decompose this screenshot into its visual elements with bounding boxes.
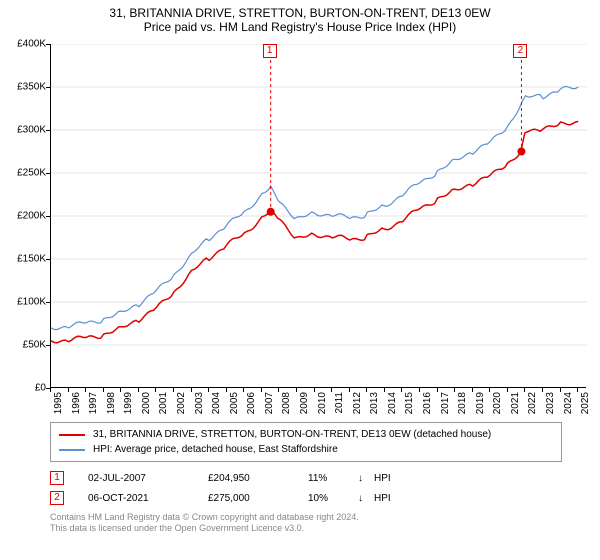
x-tick-label: 2010 <box>317 392 328 414</box>
plot-svg <box>51 44 587 388</box>
legend-item: 31, BRITANNIA DRIVE, STRETTON, BURTON-ON… <box>59 427 553 442</box>
chart-titles: 31, BRITANNIA DRIVE, STRETTON, BURTON-ON… <box>10 6 590 34</box>
x-tick-label: 2009 <box>299 392 310 414</box>
legend-swatch <box>59 449 85 451</box>
arrow-down-icon: ↓ <box>358 493 374 504</box>
x-tick-label: 1998 <box>106 392 117 414</box>
x-tick-label: 2012 <box>352 392 363 414</box>
y-tick-label: £350K <box>17 82 46 93</box>
legend-item: HPI: Average price, detached house, East… <box>59 442 553 457</box>
txn-marker: 1 <box>50 471 64 485</box>
arrow-down-icon: ↓ <box>358 473 374 484</box>
x-tick-label: 2016 <box>422 392 433 414</box>
txn-date: 02-JUL-2007 <box>88 473 208 484</box>
chart-marker: 2 <box>513 44 527 58</box>
y-tick-label: £300K <box>17 125 46 136</box>
transactions-table: 1 02-JUL-2007£204,95011%↓HPI 2 06-OCT-2021£… <box>50 468 562 508</box>
y-tick-label: £200K <box>17 211 46 222</box>
txn-date: 06-OCT-2021 <box>88 493 208 504</box>
x-tick-label: 2001 <box>158 392 169 414</box>
series-line <box>51 121 578 342</box>
legend: 31, BRITANNIA DRIVE, STRETTON, BURTON-ON… <box>50 422 562 462</box>
transaction-row: 2 06-OCT-2021£275,00010%↓HPI <box>50 488 562 508</box>
legend-label: HPI: Average price, detached house, East… <box>93 444 338 455</box>
x-tick-label: 2020 <box>492 392 503 414</box>
txn-price: £204,950 <box>208 473 308 484</box>
chart: £0 £50K £100K £150K £200K £250K £300K £350K £400… <box>10 40 590 420</box>
x-tick-label: 2018 <box>457 392 468 414</box>
x-tick-label: 2025 <box>580 392 591 414</box>
series-line <box>51 86 578 329</box>
title-line-1: 31, BRITANNIA DRIVE, STRETTON, BURTON-ON… <box>10 6 590 20</box>
x-tick-label: 2000 <box>141 392 152 414</box>
legend-swatch <box>59 434 85 436</box>
y-tick-label: £100K <box>17 297 46 308</box>
x-tick-label: 2024 <box>563 392 574 414</box>
txn-price: £275,000 <box>208 493 308 504</box>
x-tick-label: 2015 <box>404 392 415 414</box>
x-tick-label: 1999 <box>123 392 134 414</box>
x-tick-label: 2019 <box>475 392 486 414</box>
txn-ref: HPI <box>374 473 391 484</box>
y-tick-label: £0 <box>35 383 46 394</box>
x-tick-label: 1996 <box>71 392 82 414</box>
txn-pct: 10% <box>308 493 358 504</box>
footer-attribution: Contains HM Land Registry data © Crown c… <box>50 512 562 535</box>
y-tick-label: £400K <box>17 39 46 50</box>
x-tick-label: 2013 <box>369 392 380 414</box>
x-tick-label: 2014 <box>387 392 398 414</box>
legend-label: 31, BRITANNIA DRIVE, STRETTON, BURTON-ON… <box>93 429 491 440</box>
title-line-2: Price paid vs. HM Land Registry's House … <box>10 20 590 34</box>
x-tick-label: 2005 <box>229 392 240 414</box>
x-tick-label: 2002 <box>176 392 187 414</box>
x-tick-label: 2023 <box>545 392 556 414</box>
x-tick-label: 2003 <box>194 392 205 414</box>
plot-area <box>50 44 586 388</box>
x-tick-label: 2017 <box>440 392 451 414</box>
footer-line-1: Contains HM Land Registry data © Crown c… <box>50 512 562 523</box>
txn-pct: 11% <box>308 473 358 484</box>
y-tick-label: £250K <box>17 168 46 179</box>
x-tick-label: 2004 <box>211 392 222 414</box>
y-tick-label: £150K <box>17 254 46 265</box>
x-tick-label: 2006 <box>246 392 257 414</box>
x-tick-label: 2021 <box>510 392 521 414</box>
chart-marker: 1 <box>263 44 277 58</box>
x-tick-label: 1995 <box>53 392 64 414</box>
transaction-row: 1 02-JUL-2007£204,95011%↓HPI <box>50 468 562 488</box>
y-tick-label: £50K <box>23 340 46 351</box>
x-tick-label: 1997 <box>88 392 99 414</box>
x-tick-label: 2022 <box>527 392 538 414</box>
txn-ref: HPI <box>374 493 391 504</box>
x-tick-label: 2007 <box>264 392 275 414</box>
x-tick-label: 2011 <box>334 392 345 414</box>
footer-line-2: This data is licensed under the Open Gov… <box>50 523 562 534</box>
txn-marker: 2 <box>50 491 64 505</box>
x-tick-label: 2008 <box>281 392 292 414</box>
